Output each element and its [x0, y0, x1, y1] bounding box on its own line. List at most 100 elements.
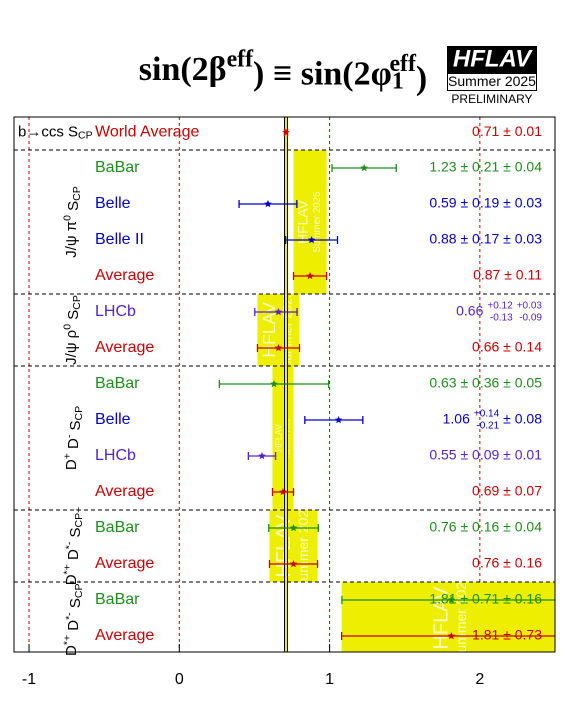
superscript: *+ [61, 635, 73, 645]
row-label: BaBar [95, 375, 140, 392]
subscript: CP [73, 406, 85, 421]
marker [258, 452, 266, 460]
marker [270, 380, 278, 388]
text-part: S [65, 201, 82, 215]
logo: HFLAV [453, 45, 533, 72]
row-label: Average [95, 339, 154, 356]
row-label: Belle [95, 411, 131, 428]
value-label: 0.69 ± 0.07 [472, 483, 542, 499]
text-part: D [65, 438, 82, 453]
group-label: D*+ D*- SCP- [61, 580, 85, 656]
value-label-plus: +0.12 [487, 301, 513, 312]
row-label: Average [95, 267, 154, 284]
status: PRELIMINARY [451, 92, 532, 106]
marker [447, 632, 456, 640]
watermark-logo: HFLAV [259, 302, 279, 358]
value-label-minus: -0.21 [476, 421, 499, 432]
value-label: 0.87 ± 0.11 [473, 267, 542, 283]
value-label-minus: -0.13 [490, 313, 513, 324]
superscript: *- [63, 541, 75, 549]
row-label: BaBar [95, 591, 140, 608]
watermark-logo: HFLAV [273, 514, 295, 578]
superscript: 0 [61, 324, 73, 330]
superscript: 0 [61, 215, 73, 221]
subscript: CP [71, 186, 83, 201]
value-label: 1.06 [443, 411, 470, 427]
marker [274, 308, 283, 316]
row-label: Belle II [95, 231, 144, 248]
value-label: 0.66 [456, 303, 483, 319]
text-part: D [65, 549, 82, 564]
text-part: ) ≡ sin(2φ [253, 55, 392, 92]
edition-box [447, 73, 537, 91]
x-tick-label: 2 [475, 671, 484, 688]
text-part: b→ccs S [18, 123, 78, 140]
text-part: ) [416, 60, 427, 97]
x-tick-label: 0 [175, 671, 184, 688]
watermark-edition: Summer 2025 [312, 192, 323, 253]
marker [306, 272, 314, 280]
watermark-logo: HFLAV [294, 199, 310, 243]
average-band [272, 366, 294, 510]
group-label: J/ψ π0 SCP [61, 186, 83, 258]
value-label: 0.76 ± 0.16 [472, 555, 542, 571]
marker [289, 560, 298, 568]
superscript: eff [389, 51, 416, 77]
subscript: CP- [73, 580, 85, 599]
value-label: 1.81 ± 0.73 [472, 627, 542, 643]
row-label: BaBar [95, 519, 140, 536]
average-band [269, 510, 318, 582]
group-label: J/ψ ρ0 SCP [61, 295, 83, 365]
watermark-edition: Summer 2025 [453, 574, 469, 662]
subscript: CP+ [73, 507, 85, 528]
value-label: 0.71 ± 0.01 [472, 123, 542, 139]
row-label: LHCb [95, 303, 136, 320]
marker [289, 524, 298, 532]
group-label: D+ D- SCP [61, 406, 85, 470]
marker [307, 236, 316, 244]
row-label: Belle [95, 195, 131, 212]
value-label: 0.55 ± 0.09 ± 0.01 [429, 447, 542, 463]
superscript: + [61, 453, 73, 459]
text-part: S [67, 598, 84, 612]
watermark-logo: HFLAV [273, 424, 283, 452]
marker [264, 200, 272, 208]
x-tick-label: -1 [22, 671, 36, 688]
superscript: - [63, 434, 75, 438]
superscript: *+ [61, 564, 73, 574]
world-label: b→ccs SCP [18, 123, 93, 141]
value-label: 0.76 ± 0.16 ± 0.04 [429, 519, 542, 535]
value-label: 0.88 ± 0.17 ± 0.03 [429, 231, 542, 247]
marker [279, 488, 287, 496]
subscript: CP [71, 295, 83, 310]
chart-title: sin(2βeff) ≡ sin(2φ1eff) [139, 47, 427, 97]
text-part: S [67, 420, 84, 434]
value-label: 0.66 ± 0.14 [472, 339, 542, 355]
text-part: J/ψ ρ [63, 330, 80, 365]
marker [447, 596, 456, 604]
x-tick-label: 1 [325, 671, 334, 688]
subscript: 1 [392, 69, 404, 95]
marker [334, 416, 343, 424]
row-label: Average [95, 627, 154, 644]
text-part: D [63, 459, 80, 470]
text-part: D [63, 645, 80, 656]
text-part: D [65, 620, 82, 635]
value-label-plus: +0.03 [517, 301, 543, 312]
average-band [257, 294, 300, 366]
marker [282, 128, 290, 136]
text-part: S [65, 310, 82, 324]
text-part: S [67, 527, 84, 541]
logo-box [447, 46, 537, 73]
row-label: BaBar [95, 159, 140, 176]
plot-frame [13, 116, 556, 653]
value-label: ± 0.08 [503, 411, 542, 427]
superscript: eff [227, 47, 254, 73]
row-label: World Average [95, 124, 199, 141]
text-part: D [63, 574, 80, 585]
